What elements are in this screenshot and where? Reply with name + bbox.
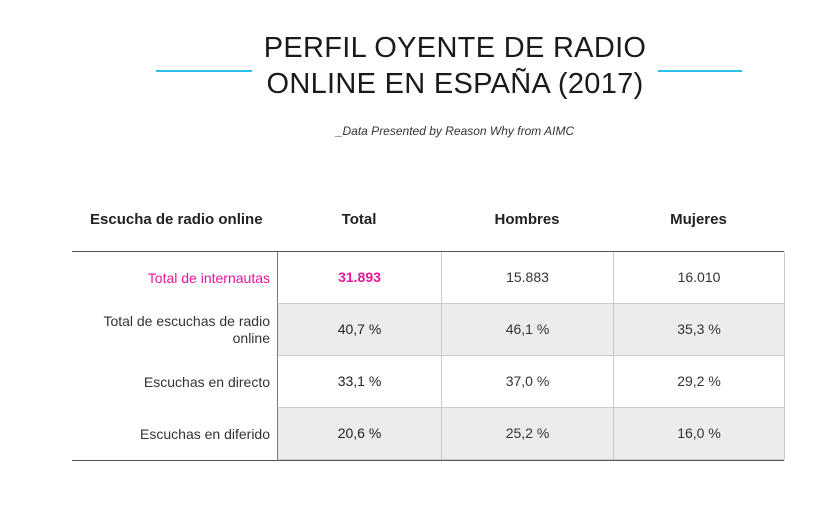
source-subtitle: _Data Presented by Reason Why from AIMC [335, 124, 575, 138]
page-title: PERFIL OYENTE DE RADIO ONLINE EN ESPAÑA … [255, 30, 655, 102]
table-cell: 16,0 % [613, 408, 785, 460]
row-label: Escuchas en diferido [140, 425, 270, 442]
column-header: Hombres [494, 211, 560, 228]
column-header: Total [341, 211, 377, 228]
data-table: Escucha de radio online Total Hombres Mu… [72, 196, 785, 461]
title-line-1: PERFIL OYENTE DE RADIO [263, 32, 647, 64]
title-line-2: ONLINE EN ESPAÑA (2017) [266, 68, 644, 100]
table-cell: 25,2 % [441, 408, 613, 460]
column-header: Escucha de radio online [90, 211, 263, 228]
table-cell: 33,1 % [277, 356, 441, 408]
table-cell: 35,3 % [613, 304, 785, 356]
table-bottom-rule [72, 460, 784, 461]
table-cell: 16.010 [613, 252, 785, 304]
table-cell: 29,2 % [613, 356, 785, 408]
row-label: Total de escuchas de radio online [103, 313, 270, 346]
table-cell: 40,7 % [277, 304, 441, 356]
table-cell: 31.893 [277, 252, 441, 304]
table-row: Total de internautas 31.893 15.883 16.01… [72, 252, 785, 304]
table-cell: 46,1 % [441, 304, 613, 356]
table-row: Total de escuchas de radio online 40,7 %… [72, 304, 785, 356]
table-row: Escuchas en directo 33,1 % 37,0 % 29,2 % [72, 356, 785, 408]
column-header: Mujeres [670, 211, 727, 228]
title-accent-line-left [156, 70, 252, 72]
row-label: Escuchas en directo [143, 373, 270, 390]
table-cell: 15.883 [441, 252, 613, 304]
table-header: Escucha de radio online Total Hombres Mu… [72, 196, 784, 252]
row-label: Total de internautas [147, 269, 270, 286]
title-accent-line-right [658, 70, 742, 72]
table-cell: 37,0 % [441, 356, 613, 408]
table-row: Escuchas en diferido 20,6 % 25,2 % 16,0 … [72, 408, 785, 460]
table-cell: 20,6 % [277, 408, 441, 460]
